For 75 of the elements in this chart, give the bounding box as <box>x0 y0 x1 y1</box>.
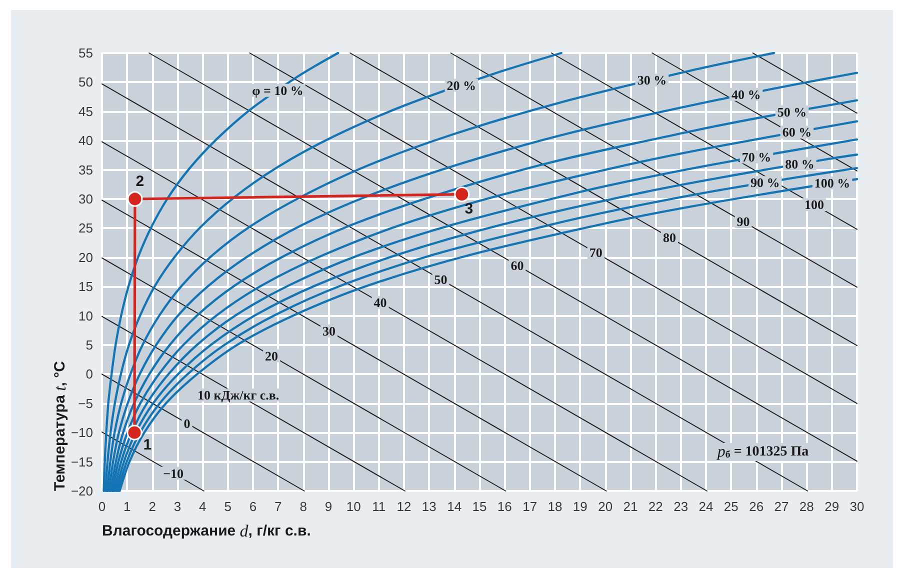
x-axis-title: Влагосодержание d, г/кг с.в. <box>102 522 311 540</box>
x-tick-label: 12 <box>396 499 412 514</box>
x-tick-label: 11 <box>372 499 386 514</box>
series-label: 100 % <box>814 176 850 191</box>
x-tick-label: 19 <box>572 499 588 514</box>
series-label: 70 % <box>742 149 772 164</box>
annotation: 2 <box>136 172 144 190</box>
y-tick-label: 10 <box>78 308 93 324</box>
series-label: 100 <box>804 197 824 212</box>
x-tick-label: 14 <box>447 499 462 514</box>
y-tick-label: −20 <box>70 484 93 498</box>
series-label: 30 <box>322 324 336 339</box>
series-label: φ = 10 % <box>252 82 304 98</box>
y-tick-label: 15 <box>78 279 93 294</box>
y-tick-label: 5 <box>86 338 93 352</box>
x-tick-label: 5 <box>224 499 232 514</box>
x-tick-label: 30 <box>850 499 864 514</box>
y-tick-label: 50 <box>78 74 93 90</box>
x-tick-label: 0 <box>98 499 106 514</box>
y-axis-title: Температура t, °C <box>50 360 70 491</box>
annotation: pб = 101325 Па <box>716 444 809 460</box>
x-tick-label: 7 <box>274 499 282 514</box>
y-tick-label: −10 <box>70 425 93 440</box>
series-label: 90 % <box>750 175 780 190</box>
series-label: −10 <box>163 466 184 481</box>
x-tick-label: 23 <box>674 499 688 514</box>
x-tick-label: 2 <box>148 499 156 514</box>
x-tick-label: 1 <box>124 499 131 514</box>
series-label: 20 % <box>446 78 476 93</box>
x-tick-label: 21 <box>623 499 638 514</box>
y-tick-label: −15 <box>70 454 93 470</box>
x-tick-label: 27 <box>774 499 789 514</box>
x-tick-label: 18 <box>548 499 562 514</box>
series-label: 60 % <box>782 124 812 140</box>
series-label: 10 кДж/кг с.в. <box>198 387 280 402</box>
x-tick-label: 22 <box>648 499 663 514</box>
series-label: 40 % <box>731 86 761 102</box>
x-tick-label: 3 <box>174 499 182 514</box>
x-tick-label: 17 <box>522 499 538 514</box>
series-label: 20 <box>265 348 278 364</box>
y-tick-label: 30 <box>78 192 93 206</box>
series-label: 0 <box>184 416 190 431</box>
x-tick-label: 15 <box>472 499 487 514</box>
x-tick-label: 6 <box>249 499 257 514</box>
x-tick-label: 24 <box>698 499 714 514</box>
annotation: 1 <box>143 436 152 454</box>
x-tick-label: 28 <box>799 499 814 514</box>
x-tick-label: 20 <box>598 499 613 514</box>
x-tick-label: 25 <box>724 499 738 514</box>
y-tick-label: 0 <box>86 366 93 382</box>
series-label: 60 <box>510 258 524 273</box>
x-tick-label: 10 <box>346 499 361 514</box>
x-tick-label: 8 <box>300 499 307 514</box>
x-tick-label: 9 <box>324 499 332 514</box>
y-tick-label: 40 <box>78 133 93 148</box>
x-tick-label: 29 <box>824 499 840 514</box>
series-label: 90 <box>736 214 750 230</box>
series-label: 80 % <box>785 156 814 172</box>
y-tick-label: 25 <box>78 220 93 236</box>
x-tick-label: 4 <box>199 499 206 514</box>
y-tick-label: 45 <box>78 104 93 119</box>
series-label: 50 <box>434 272 448 287</box>
x-tick-label: 26 <box>749 499 764 514</box>
series-label: 80 <box>662 230 676 245</box>
series-label: 50 % <box>777 104 807 120</box>
series-label: 70 <box>589 245 602 260</box>
y-tick-label: 55 <box>78 46 93 60</box>
y-tick-label: 35 <box>78 162 93 178</box>
series-label: 30 % <box>637 72 667 88</box>
annotation: 3 <box>464 200 474 217</box>
y-tick-label: −5 <box>78 396 93 411</box>
x-tick-label: 16 <box>497 499 512 514</box>
x-tick-label: 13 <box>422 499 436 514</box>
series-label: 40 <box>374 294 387 310</box>
y-tick-label: 20 <box>78 250 93 265</box>
